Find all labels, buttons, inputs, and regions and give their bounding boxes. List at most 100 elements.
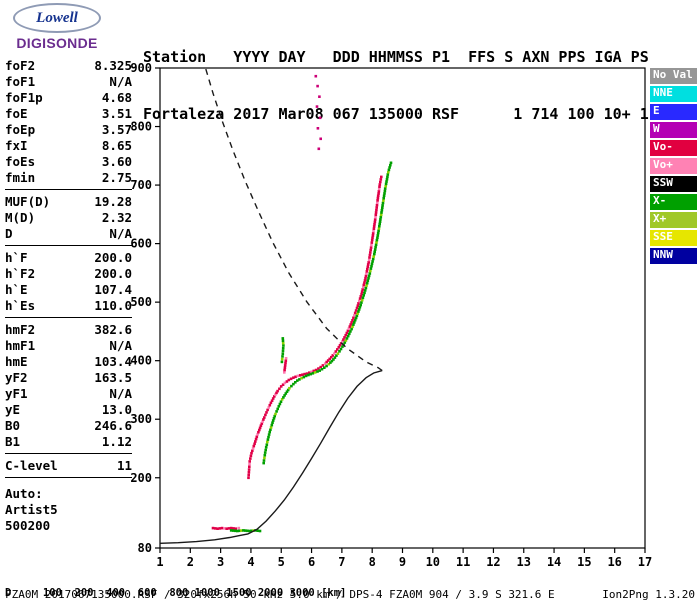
echo-dot xyxy=(368,256,371,259)
echo-dot xyxy=(266,440,269,444)
param-label: M(D) xyxy=(5,210,36,225)
param-value: 3.60 xyxy=(101,154,132,169)
echo-dot xyxy=(386,173,390,176)
echo-dot xyxy=(371,232,375,235)
echo-dot xyxy=(348,332,351,336)
echo-dot xyxy=(379,178,383,181)
echo-dot xyxy=(356,312,359,315)
echo-dot xyxy=(364,276,367,280)
x-tick-label: 8 xyxy=(369,555,376,567)
echo-dot xyxy=(383,192,386,195)
param-row: B0 246.6 xyxy=(5,418,132,434)
echo-dot xyxy=(264,446,268,449)
echo-dot xyxy=(263,456,266,460)
echo-dot xyxy=(365,270,369,273)
echo-dot xyxy=(378,222,381,226)
param-value: 246.6 xyxy=(94,418,132,433)
echo-dot xyxy=(371,257,375,261)
echo-dot xyxy=(271,419,275,422)
echo-dot xyxy=(325,360,328,364)
echo-dot xyxy=(389,163,392,167)
param-value: 11 xyxy=(116,458,132,473)
echo-dot xyxy=(378,220,382,223)
param-label: h`E xyxy=(5,282,28,297)
echo-dot xyxy=(269,401,273,405)
param-value: 382.6 xyxy=(94,322,132,337)
echo-dot xyxy=(378,185,381,188)
echo-dot xyxy=(371,234,375,237)
echo-dot xyxy=(258,428,261,432)
echo-dot xyxy=(363,281,366,284)
echo-dot xyxy=(344,333,347,337)
echo-dot xyxy=(355,306,359,310)
echo-dot xyxy=(370,238,374,242)
echo-dot xyxy=(380,208,384,212)
echo-dot xyxy=(353,314,356,317)
echo-dot xyxy=(311,372,315,375)
param-row: MUF(D) 19.28 xyxy=(5,194,132,210)
legend-item-sse: SSE xyxy=(650,230,697,246)
echo-dot xyxy=(367,277,370,280)
echo-dot xyxy=(216,527,219,530)
echo-dot xyxy=(345,337,349,340)
param-row: h`F2 200.0 xyxy=(5,266,132,282)
param-value: 163.5 xyxy=(94,370,132,385)
legend-item-nnw: NNW xyxy=(650,248,697,264)
station-header: Station YYYY DAY DDD HHMMSS P1 FFS S AXN… xyxy=(143,10,658,162)
echo-dot xyxy=(342,338,345,341)
echo-dot xyxy=(385,180,388,183)
param-value: N/A xyxy=(109,226,132,241)
param-value: 1.12 xyxy=(101,434,132,449)
echo-dot xyxy=(249,457,252,460)
echo-dot xyxy=(313,371,317,374)
echo-dot xyxy=(247,473,250,477)
echo-dot xyxy=(318,369,321,372)
param-value: 8.65 xyxy=(101,138,132,153)
echo-dot xyxy=(376,234,380,237)
echo-dot xyxy=(341,340,344,343)
echo-dot xyxy=(378,183,382,186)
echo-dot xyxy=(234,527,238,530)
param-label: hmE xyxy=(5,354,28,369)
echo-dot xyxy=(343,336,346,339)
y-tick-label: 700 xyxy=(130,178,152,192)
echo-dot xyxy=(254,437,258,441)
echo-dot xyxy=(384,184,387,188)
echo-dot xyxy=(236,529,239,533)
echo-dot xyxy=(357,308,361,311)
echo-dot xyxy=(304,374,308,378)
echo-dot xyxy=(387,170,390,174)
echo-dot xyxy=(264,448,267,452)
param-label: B1 xyxy=(5,434,21,449)
echo-dot xyxy=(354,316,358,320)
echo-dot xyxy=(381,204,384,207)
echo-dot xyxy=(365,284,368,287)
param-value: 4.68 xyxy=(101,90,132,105)
echo-dot xyxy=(353,311,357,315)
param-value: 2.75 xyxy=(101,170,132,185)
echo-dot xyxy=(247,471,251,474)
echo-dot xyxy=(334,350,338,353)
echo-dot xyxy=(256,529,260,532)
echo-dot xyxy=(373,252,376,256)
echo-dot xyxy=(358,299,361,303)
echo-dot xyxy=(211,526,215,530)
echo-dot xyxy=(365,281,369,285)
echo-dot xyxy=(364,274,368,278)
echo-dot xyxy=(351,325,354,329)
separator-line xyxy=(5,245,132,246)
echo-dot xyxy=(248,465,251,469)
echo-dot xyxy=(389,161,393,165)
echo-dot xyxy=(273,395,276,398)
echo-dot xyxy=(310,370,313,374)
echo-dot xyxy=(373,250,376,254)
echo-dot xyxy=(296,374,300,378)
param-label: foEp xyxy=(5,122,36,137)
echo-dot xyxy=(383,187,387,190)
echo-dot xyxy=(314,368,318,372)
echo-dot xyxy=(218,527,222,530)
echo-dot xyxy=(314,74,318,78)
echo-dot xyxy=(378,224,381,228)
param-label: yF2 xyxy=(5,370,28,385)
param-value: 110.0 xyxy=(94,298,132,313)
